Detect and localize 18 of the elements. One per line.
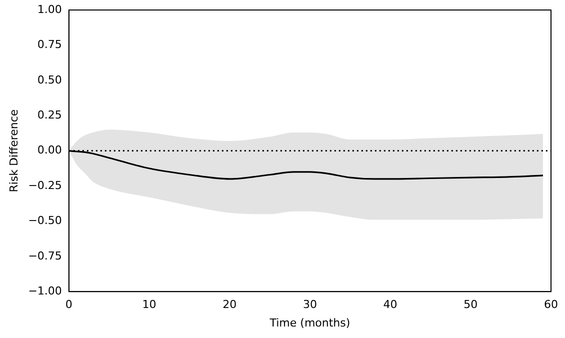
y-tick-label: 1.00: [37, 2, 62, 16]
x-tick-label: 20: [222, 298, 237, 312]
y-tick-label: 0.50: [37, 73, 62, 86]
y-tick-label: 0.00: [37, 144, 62, 157]
x-tick-label: 40: [383, 298, 398, 312]
y-tick-label: 0.75: [37, 38, 62, 52]
y-tick-label: −1.00: [28, 284, 62, 298]
x-tick-label: 50: [464, 298, 478, 312]
y-tick-label: 0.25: [37, 108, 62, 122]
y-tick-label: −0.25: [28, 178, 62, 192]
x-tick-label: 60: [544, 298, 558, 312]
y-tick-label: −0.75: [28, 249, 62, 262]
x-tick-label: 30: [302, 298, 317, 312]
x-tick-label: 10: [142, 298, 156, 312]
y-axis-title: Risk Difference: [7, 109, 20, 192]
y-tick-label: −0.50: [28, 214, 62, 228]
x-tick-label: 0: [65, 298, 72, 312]
x-axis-title: Time (months): [268, 316, 350, 330]
